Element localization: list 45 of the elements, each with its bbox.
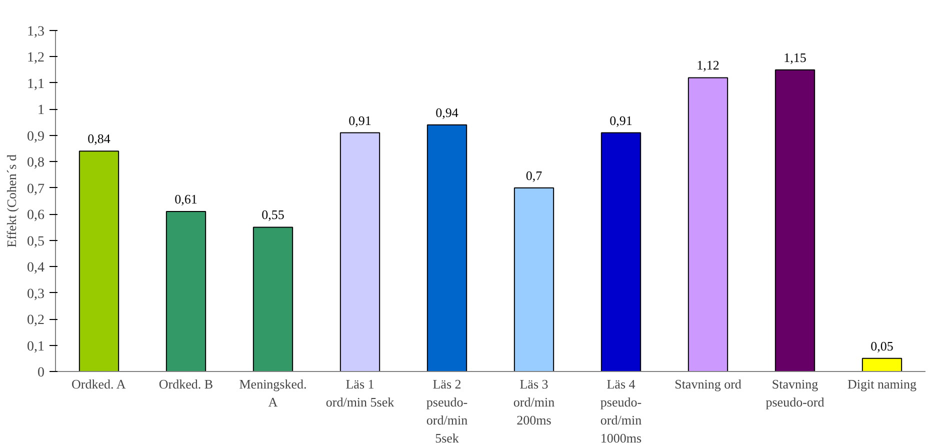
y-tick-label: 0,4 (27, 260, 44, 276)
x-tick-label: Läs 1 ord/min 5sek (326, 376, 395, 410)
y-tick-label: 0,9 (27, 129, 44, 144)
y-tick-label: 0 (38, 366, 44, 380)
bar (252, 226, 294, 372)
y-tick-label: 0,6 (27, 208, 44, 224)
y-tick-label: 0,8 (27, 156, 44, 171)
x-tick-label: Stavning ord (674, 376, 742, 392)
bar (862, 358, 902, 372)
data-label: 1,15 (784, 50, 806, 65)
bar (426, 124, 468, 372)
data-label: 0,91 (348, 112, 372, 128)
data-label: 0,84 (88, 131, 111, 146)
y-tick-label: 0,3 (27, 286, 44, 302)
bar (600, 132, 642, 372)
x-tick-label: Meningsked. A (239, 376, 307, 410)
y-tick-label: 1,1 (27, 76, 44, 92)
x-tick-label: Läs 3 ord/min 200ms (513, 376, 556, 428)
x-tick-label: Ordked. B (158, 376, 214, 392)
y-tick-label: 0,2 (27, 313, 44, 328)
data-label: 0,94 (436, 104, 459, 120)
bar (78, 150, 120, 372)
data-label: 0,55 (262, 207, 284, 222)
bar (340, 132, 380, 372)
y-tick-label: 1,2 (27, 50, 44, 66)
data-label: 0,7 (526, 168, 543, 183)
x-tick-label: Ordked. A (72, 376, 126, 392)
data-label: 0,91 (610, 112, 632, 128)
x-tick-label: Stavning pseudo-ord (766, 376, 825, 410)
y-tick-label: 0,1 (27, 339, 44, 354)
bar (514, 187, 554, 372)
y-tick-label: 0,5 (27, 234, 44, 250)
y-tick-label: 1,3 (27, 24, 44, 40)
x-tick-label: Digit naming (848, 376, 917, 392)
data-label: 1,12 (696, 58, 720, 73)
data-label: 0,61 (174, 191, 198, 206)
data-label: 0,05 (870, 338, 894, 354)
bar (688, 77, 728, 372)
x-tick-label: Läs 2 pseudo- ord/min 5sek (426, 376, 468, 446)
bar (774, 69, 816, 372)
y-axis-title: Effekt (Cohen´s d (4, 154, 19, 248)
y-tick-label: 1 (38, 103, 44, 118)
y-tick-label: 0,7 (27, 182, 44, 197)
x-tick-label: Läs 4 pseudo- ord/min 1000ms (600, 376, 642, 446)
bar (166, 210, 206, 372)
